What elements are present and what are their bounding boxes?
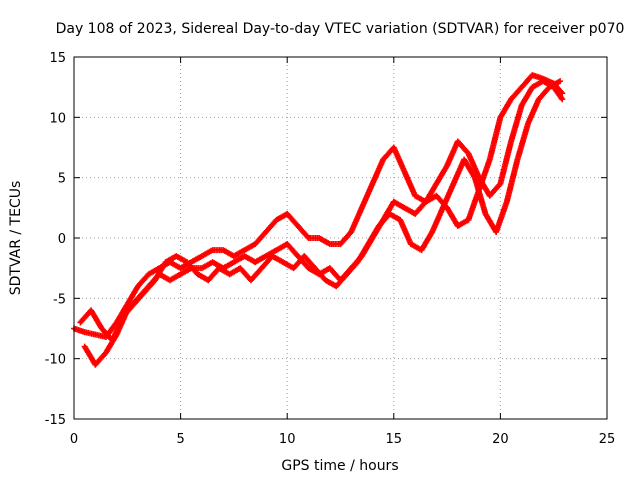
plot-frame xyxy=(73,56,608,420)
y-tick-label: 5 xyxy=(58,172,66,187)
x-tick-label: 0 xyxy=(70,432,78,447)
y-tick-label: -15 xyxy=(45,413,66,428)
x-tick-label: 25 xyxy=(599,432,616,447)
y-tick-label: 10 xyxy=(49,111,66,126)
data-point xyxy=(559,96,566,103)
x-tick-label: 15 xyxy=(386,432,403,447)
x-tick-label: 10 xyxy=(279,432,296,447)
y-tick-label: 0 xyxy=(58,232,66,247)
grid xyxy=(74,57,607,419)
data-point xyxy=(557,78,564,85)
chart-title: Day 108 of 2023, Sidereal Day-to-day VTE… xyxy=(56,21,625,37)
y-tick-label: -5 xyxy=(53,292,66,307)
y-tick-label: -10 xyxy=(45,353,66,368)
x-axis-label: GPS time / hours xyxy=(281,458,398,474)
y-axis-label: SDTVAR / TECUs xyxy=(8,181,24,296)
series-track-3 xyxy=(77,78,564,344)
y-tick-label: 15 xyxy=(49,51,66,66)
axis-ticks: 0 5 10 15 20 25 -15 -10 -5 0 5 10 15 xyxy=(45,51,616,447)
series-track-1 xyxy=(71,72,566,340)
x-tick-label: 20 xyxy=(492,432,509,447)
data-series xyxy=(71,72,566,368)
x-tick-label: 5 xyxy=(176,432,184,447)
